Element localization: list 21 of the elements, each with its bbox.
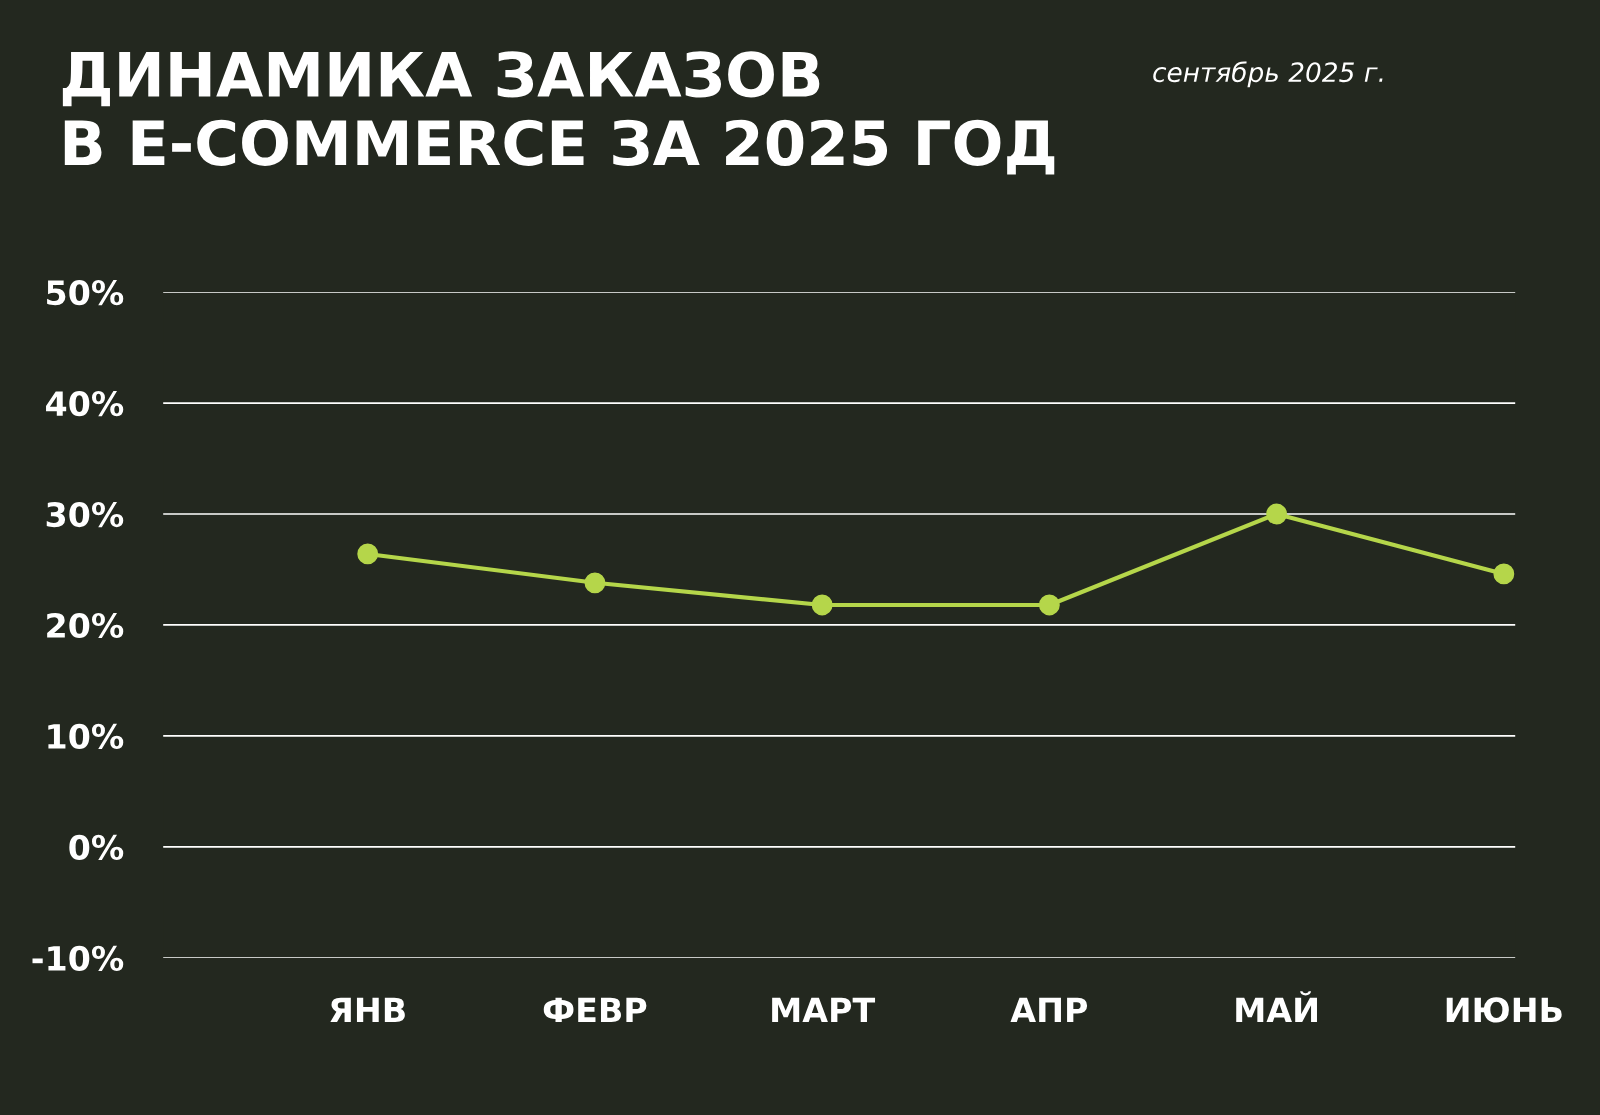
- y-tick-label: 40%: [46, 391, 124, 417]
- y-tick-label: -10%: [32, 945, 124, 971]
- y-tick-label: 30%: [46, 501, 124, 528]
- text: сентябрь 2025 г.: [1153, 61, 1383, 88]
- point: [1266, 503, 1288, 525]
- point: [1038, 594, 1060, 616]
- x-tick-label: МАЙ: [1236, 991, 1317, 1022]
- y-tick-label: 10%: [48, 723, 124, 750]
- x-tick-label: ИЮНЬ: [1446, 997, 1562, 1023]
- y-tick-label: 20%: [47, 612, 124, 639]
- x-tick-label: ЯНВ: [330, 997, 405, 1022]
- y-tick-label: 0%: [69, 834, 124, 860]
- y-tick-label: 50%: [47, 280, 124, 306]
- point: [357, 543, 379, 565]
- point: [584, 572, 606, 594]
- x-tick-label: АПР: [1010, 997, 1088, 1022]
- point: [811, 594, 833, 616]
- x-tick-label: ФЕВР: [543, 997, 647, 1022]
- x-tick-label: МАРТ: [772, 997, 876, 1022]
- point: [1493, 563, 1515, 585]
- chart-title: ДИНАМИКА ЗАКАЗОВ В E-COMMERCE ЗА 2025 ГОД: [62, 51, 1055, 175]
